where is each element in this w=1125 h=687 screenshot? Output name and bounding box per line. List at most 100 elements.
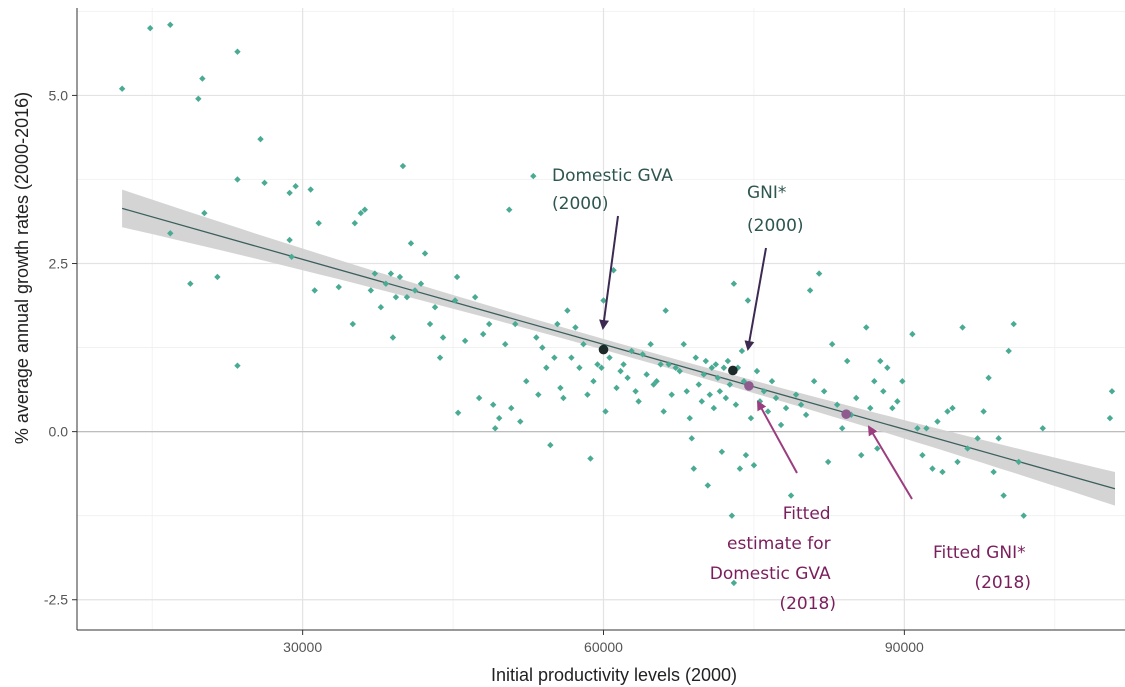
data-point: [315, 219, 322, 227]
data-point: [899, 378, 906, 385]
data-point: [377, 304, 385, 311]
data-point: [710, 404, 718, 412]
data-point: [602, 408, 609, 415]
data-point: [403, 293, 411, 301]
data-point: [844, 357, 851, 365]
data-point: [543, 364, 550, 371]
data-point: [764, 408, 772, 415]
data-point: [624, 374, 631, 382]
data-point: [454, 409, 462, 417]
data-point: [695, 381, 702, 388]
data-point: [512, 320, 519, 328]
data-point: [909, 330, 916, 338]
data-point: [367, 287, 375, 294]
data-point: [672, 364, 679, 371]
data-point: [736, 465, 744, 472]
data-point: [620, 361, 627, 368]
data-point: [730, 579, 738, 587]
data-point: [1039, 425, 1046, 432]
data-point: [676, 367, 683, 375]
data-point: [728, 512, 736, 519]
domestic-gva-annotation: Domestic GVA (2000): [552, 166, 678, 214]
data-point: [853, 394, 860, 402]
data-point: [147, 24, 154, 32]
data-point: [580, 341, 587, 348]
data-point: [974, 435, 981, 442]
data-point: [118, 85, 126, 92]
data-point: [187, 280, 194, 287]
data-point: [195, 95, 202, 102]
data-point: [787, 492, 795, 499]
data-point: [560, 394, 567, 402]
data-point: [594, 361, 601, 368]
data-point: [292, 182, 299, 190]
data-point: [214, 273, 221, 281]
data-point: [617, 367, 624, 375]
data-point: [772, 394, 780, 402]
data-point: [475, 394, 483, 402]
data-point: [199, 75, 206, 82]
data-point: [439, 334, 447, 341]
data-point: [929, 465, 936, 472]
data-point: [489, 401, 497, 408]
data-point: [985, 374, 992, 382]
domestic-gva-annotation-line: (2000): [552, 194, 609, 214]
data-point: [1106, 414, 1114, 422]
fitted-gva-annotation-line: (2018): [779, 594, 836, 614]
data-point: [722, 394, 730, 402]
data-point: [782, 404, 790, 412]
data-point: [426, 320, 434, 328]
data-point: [564, 307, 571, 314]
fitted-gva-annotation-line: estimate for: [727, 534, 831, 554]
data-point: [547, 441, 554, 449]
data-point: [639, 351, 646, 358]
data-point: [311, 287, 318, 294]
data-point: [990, 468, 997, 476]
data-point: [351, 219, 358, 227]
data-point: [479, 330, 487, 338]
data-point: [797, 401, 805, 408]
data-point: [261, 179, 268, 187]
plot-panel: [77, 8, 1125, 630]
data-point: [877, 357, 884, 365]
fitted-gva-annotation-line: Domestic GVA: [710, 564, 831, 584]
data-point: [923, 425, 930, 432]
data-point: [747, 414, 755, 422]
data-point: [683, 388, 690, 395]
data-point: [288, 253, 295, 260]
data-point: [838, 425, 846, 432]
data-point: [753, 367, 761, 375]
data-point: [523, 378, 530, 385]
gni-arrow: [744, 247, 767, 351]
data-point: [730, 280, 738, 287]
fitted-point: [841, 409, 852, 419]
fitted-point: [744, 381, 754, 391]
data-point: [954, 458, 961, 466]
data-point: [551, 354, 558, 361]
data-point: [662, 307, 669, 314]
data-point: [949, 404, 956, 412]
data-point: [919, 451, 926, 459]
data-point: [1015, 458, 1022, 466]
data-point: [653, 378, 660, 385]
data-point: [533, 334, 540, 341]
data-point: [724, 357, 732, 365]
fitted-gva-annotation: Fitted estimate for Domestic GVA (2018): [710, 504, 836, 614]
data-point: [934, 418, 941, 425]
y-tick-label: 2.5: [49, 256, 69, 272]
data-point: [867, 404, 874, 412]
data-point: [387, 270, 395, 277]
data-point: [680, 341, 687, 348]
data-point: [871, 378, 878, 385]
data-point: [576, 364, 583, 371]
data-point: [606, 354, 613, 361]
data-point: [690, 465, 697, 472]
data-point: [167, 230, 174, 237]
data-point: [451, 297, 459, 304]
data-point: [502, 341, 509, 348]
data-point: [732, 401, 740, 408]
regression-line: [121, 207, 1116, 490]
data-point: [1108, 388, 1116, 395]
data-point: [421, 250, 429, 257]
